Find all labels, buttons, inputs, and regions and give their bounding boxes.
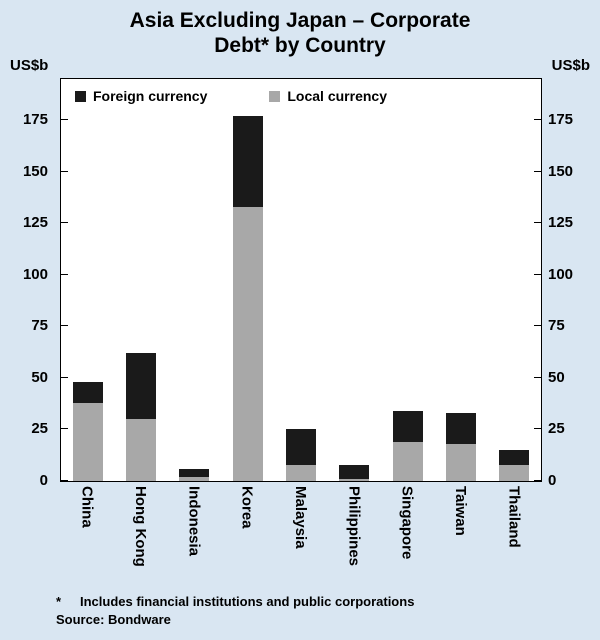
bar-local-currency-china bbox=[72, 402, 103, 481]
bar-foreign-currency-korea bbox=[232, 116, 263, 207]
y-tick-right bbox=[534, 325, 541, 326]
y-axis-label-right: 25 bbox=[548, 420, 565, 438]
y-axis-label-right: 150 bbox=[548, 162, 574, 180]
y-tick-right bbox=[534, 480, 541, 481]
footnote: * Includes financial institutions and pub… bbox=[56, 593, 414, 629]
y-tick-right bbox=[534, 274, 541, 275]
bar-foreign-currency-philippines bbox=[339, 464, 370, 479]
x-axis-label-china: China bbox=[78, 486, 96, 528]
y-tick-left bbox=[61, 325, 68, 326]
bar-foreign-currency-malaysia bbox=[286, 429, 316, 465]
y-tick-left bbox=[61, 171, 68, 172]
y-axis-label-right: 50 bbox=[548, 368, 565, 386]
y-axis-label-left: 125 bbox=[22, 214, 48, 232]
y-tick-right bbox=[534, 119, 541, 120]
bar-local-currency-singapore bbox=[392, 441, 423, 481]
x-axis-label-thailand: Thailand bbox=[505, 486, 523, 548]
bar-local-currency-thailand bbox=[499, 464, 530, 481]
footnote-text: Includes financial institutions and publ… bbox=[80, 594, 415, 609]
y-axis-label-left: 150 bbox=[22, 162, 48, 180]
bar-foreign-currency-singapore bbox=[392, 410, 423, 442]
y-axis-label-right: 175 bbox=[548, 111, 574, 129]
x-axis-label-malaysia: Malaysia bbox=[292, 486, 309, 549]
y-axis-label-right: 125 bbox=[548, 214, 574, 232]
legend-swatch bbox=[269, 90, 281, 102]
x-axis-label-indonesia: Indonesia bbox=[185, 486, 203, 557]
bar-foreign-currency-indonesia bbox=[179, 468, 210, 477]
y-tick-left bbox=[61, 119, 68, 120]
y-axis-label-right: 0 bbox=[548, 472, 557, 489]
bar-local-currency-philippines bbox=[339, 478, 370, 481]
y-axis-label-left: 50 bbox=[31, 368, 48, 386]
y-axis-label-left: 100 bbox=[22, 265, 48, 283]
chart-title-line1: Asia Excluding Japan – Corporate bbox=[129, 9, 471, 32]
bar-foreign-currency-china bbox=[72, 382, 103, 403]
y-tick-left bbox=[61, 274, 68, 275]
bar-local-currency-indonesia bbox=[179, 476, 210, 481]
y-axis-unit-left: US$b bbox=[10, 57, 49, 74]
x-axis-label-hong-kong: Hong Kong bbox=[132, 486, 149, 567]
legend-swatch bbox=[75, 90, 86, 102]
x-axis-label-philippines: Philippines bbox=[345, 486, 363, 567]
bar-local-currency-malaysia bbox=[286, 464, 316, 481]
x-axis-label-korea: Korea bbox=[238, 486, 256, 529]
chart-title-line2: Debt* by Country bbox=[214, 34, 386, 57]
bar-local-currency-taiwan bbox=[446, 443, 476, 481]
legend-item-foreign-currency: Foreign currency bbox=[75, 88, 207, 104]
y-tick-left bbox=[61, 222, 68, 223]
y-tick-right bbox=[534, 428, 541, 429]
y-axis-label-left: 175 bbox=[22, 111, 48, 129]
bar-foreign-currency-hong-kong bbox=[126, 353, 156, 420]
bar-local-currency-hong-kong bbox=[126, 419, 156, 481]
y-tick-left bbox=[61, 377, 68, 378]
y-tick-left bbox=[61, 480, 68, 481]
legend-item-local-currency: Local currency bbox=[269, 88, 387, 104]
y-tick-left bbox=[61, 428, 68, 429]
chart-title: Asia Excluding Japan – Corporate Debt* b… bbox=[0, 8, 600, 58]
legend: Foreign currency Local currency bbox=[75, 88, 387, 104]
y-axis-label-left: 75 bbox=[31, 317, 48, 335]
y-axis-unit-right: US$b bbox=[551, 57, 590, 74]
bar-foreign-currency-thailand bbox=[499, 450, 530, 465]
y-tick-right bbox=[534, 377, 541, 378]
y-tick-right bbox=[534, 222, 541, 223]
footnote-marker: * bbox=[56, 594, 62, 609]
y-axis-label-left: 0 bbox=[39, 472, 48, 489]
source-text: Source: Bondware bbox=[56, 612, 171, 627]
y-axis-label-right: 100 bbox=[548, 265, 574, 283]
bar-local-currency-korea bbox=[232, 206, 263, 481]
x-axis-label-singapore: Singapore bbox=[398, 486, 416, 560]
legend-label: Foreign currency bbox=[93, 88, 208, 104]
legend-label: Local currency bbox=[287, 88, 387, 104]
y-tick-right bbox=[534, 171, 541, 172]
plot-area: Foreign currency Local currency bbox=[60, 78, 542, 482]
y-axis-label-right: 75 bbox=[548, 317, 565, 335]
footnote-line: * Includes financial institutions and pub… bbox=[56, 593, 414, 611]
bar-foreign-currency-taiwan bbox=[446, 412, 476, 444]
x-axis-label-taiwan: Taiwan bbox=[452, 486, 469, 536]
y-axis-label-left: 25 bbox=[31, 420, 48, 438]
